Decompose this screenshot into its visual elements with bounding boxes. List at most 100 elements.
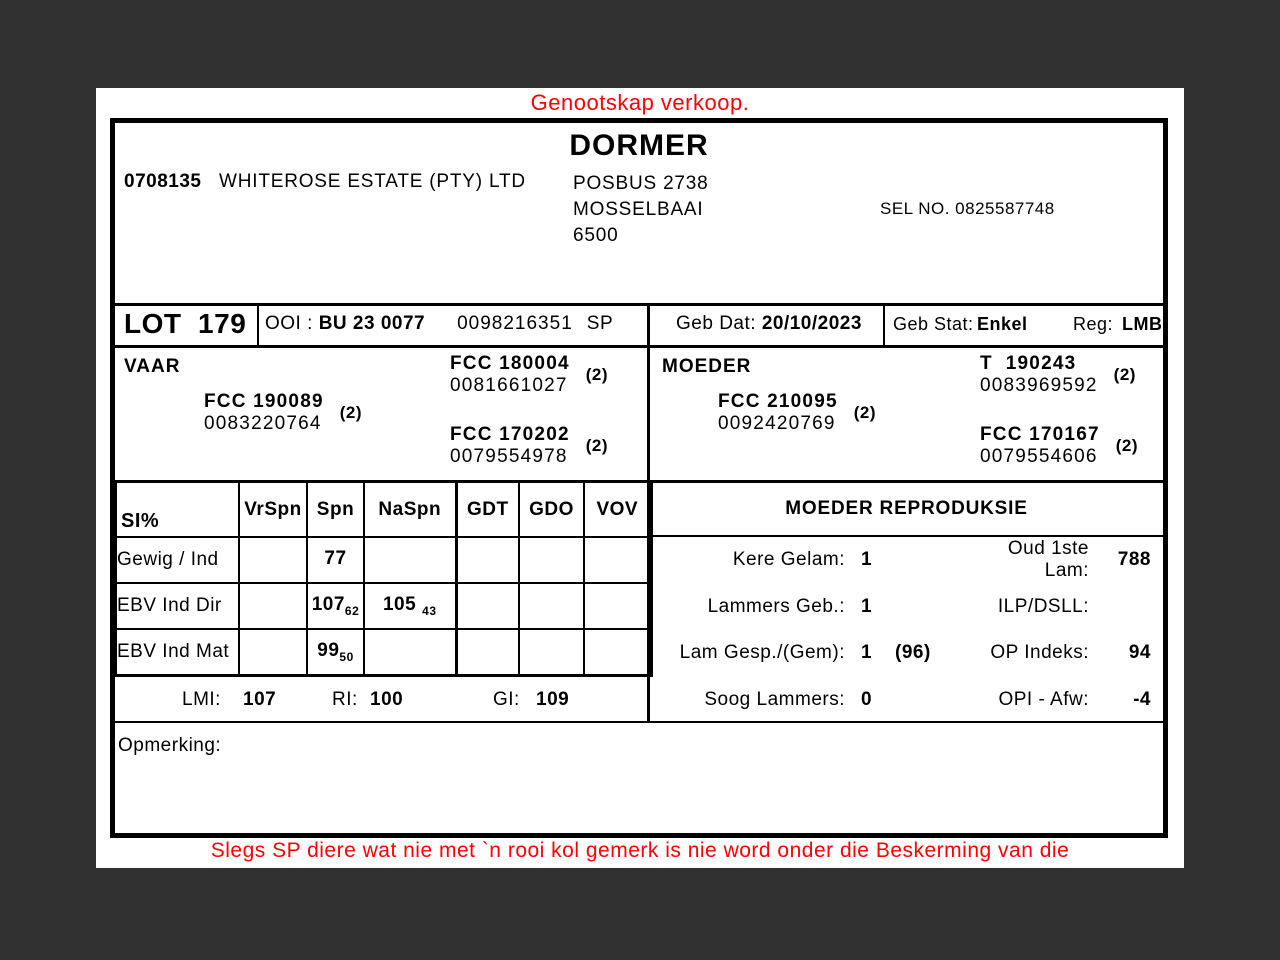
sex-label: OOI : xyxy=(265,313,319,334)
pedigree-dam-dam: FCC 170167 0079554606 (2) xyxy=(980,424,1138,468)
cell-spn: 10762 xyxy=(306,582,365,630)
reg-label: Reg: xyxy=(1073,314,1114,334)
reproduction-rows: Kere Gelam: 1 Oud 1ste Lam: 788 Lammers … xyxy=(650,537,1163,723)
repro-label-right: OP Indeks: xyxy=(990,642,1089,664)
repro-value-right: 788 xyxy=(1117,549,1151,571)
lot-row-divider-1 xyxy=(257,303,259,345)
birth-date-value: 20/10/2023 xyxy=(761,313,862,334)
col-header-si: SI% xyxy=(115,480,240,538)
row-label: Gewig / Ind xyxy=(115,536,240,584)
address-line-2: MOSSELBAAI xyxy=(573,199,704,220)
sire-multiple: (2) xyxy=(339,403,363,422)
ri-label: RI: xyxy=(332,689,358,710)
dam-dam-tag: FCC 170167 xyxy=(980,424,1100,445)
catalog-card: DORMER 0708135 WHITEROSE ESTATE (PTY) LT… xyxy=(110,118,1168,838)
cell-vov xyxy=(583,628,652,677)
dam-number: 0092420769 xyxy=(718,413,836,434)
repro-value-left-extra: (96) xyxy=(895,642,931,664)
gi-label: GI: xyxy=(493,689,520,710)
pedigree-sire-sire: FCC 180004 0081661027 (2) xyxy=(450,353,608,397)
reproduction-title: MOEDER REPRODUKSIE xyxy=(650,483,1163,537)
table-row: Gewig / Ind 77 xyxy=(115,536,652,584)
reproduction-row: Lammers Geb.: 1 ILP/DSLL: xyxy=(650,584,1163,631)
pedigree-sire-dam: FCC 170202 0079554978 (2) xyxy=(450,424,608,468)
repro-value-left: 1 xyxy=(861,642,873,664)
bottom-note: Slegs SP diere wat nie met `n rooi kol g… xyxy=(210,839,1070,862)
table-header-row: SI% VrSpn Spn NaSpn GDT GDO VOV xyxy=(115,480,652,538)
row-label: EBV Ind Dir xyxy=(115,582,240,630)
repro-label-left: Lammers Geb.: xyxy=(707,595,845,617)
pedigree-dam: FCC 210095 0092420769 (2) xyxy=(718,391,876,435)
sire-sire-number: 0081661027 xyxy=(450,375,568,396)
sire-sire-multiple: (2) xyxy=(585,365,609,384)
dam-sire-multiple: (2) xyxy=(1113,365,1136,384)
dam-multiple: (2) xyxy=(853,403,877,422)
animal-reg-number: 0098216351 xyxy=(457,313,573,334)
sire-tag: FCC 190089 xyxy=(204,391,324,412)
col-header-naspn: NaSpn xyxy=(363,480,457,538)
cell-number: SEL NO. 0825587748 xyxy=(880,199,1055,218)
sp-flag: SP xyxy=(586,313,614,334)
table-row: EBV Ind Dir 10762 105 43 xyxy=(115,582,652,630)
lmi-label: LMI: xyxy=(182,689,221,710)
col-header-spn: Spn xyxy=(306,480,365,538)
row-label: EBV Ind Mat xyxy=(115,628,240,677)
gi-value: 109 xyxy=(536,689,570,710)
cell-vov xyxy=(583,536,652,584)
cell-gdt xyxy=(454,536,520,584)
repro-label-left: Kere Gelam: xyxy=(732,549,845,571)
dam-dam-multiple: (2) xyxy=(1115,436,1139,455)
cell-gdo xyxy=(518,582,585,630)
divider-below-lot-row xyxy=(115,345,1163,348)
divider-above-lot-row xyxy=(115,303,1163,306)
repro-label-right: ILP/DSLL: xyxy=(997,595,1089,617)
repro-label-left: Soog Lammers: xyxy=(704,688,845,710)
cell-gdo xyxy=(518,628,585,677)
col-header-gdo: GDO xyxy=(518,480,585,538)
sire-dam-number: 0079554978 xyxy=(450,446,568,467)
pedigree-dam-sire: T 190243 0083969592 (2) xyxy=(980,353,1136,397)
table-row: EBV Ind Mat 9950 xyxy=(115,628,652,677)
sire-dam-multiple: (2) xyxy=(585,436,609,455)
cell-vrspn xyxy=(238,628,308,677)
cell-gdo xyxy=(518,536,585,584)
repro-value-right: 94 xyxy=(1128,642,1151,664)
dam-section-label: MOEDER xyxy=(662,356,752,377)
breeding-index-table: SI% VrSpn Spn NaSpn GDT GDO VOV Gewig / … xyxy=(115,480,653,677)
cell-naspn xyxy=(363,536,457,584)
repro-value-left: 1 xyxy=(861,549,873,571)
col-header-gdt: GDT xyxy=(454,480,520,538)
cell-vrspn xyxy=(238,582,308,630)
repro-label-right: Oud 1ste Lam: xyxy=(1007,538,1089,582)
cell-gdt xyxy=(454,628,520,677)
animal-id-group: OOI : BU 23 0077 0098216351 SP xyxy=(265,303,613,345)
lot-number: LOT 179 xyxy=(124,308,247,339)
document-page: Genootskap verkoop. DORMER 0708135 WHITE… xyxy=(96,88,1184,868)
dam-sire-tag: T 190243 xyxy=(980,353,1077,374)
owner-address: POSBUS 2738 MOSSELBAAI 6500 xyxy=(573,171,709,249)
breed-title: DORMER xyxy=(569,129,709,162)
lot-row-divider-2 xyxy=(883,303,885,345)
cell-spn: 77 xyxy=(306,536,365,584)
mother-reproduction-panel: MOEDER REPRODUKSIE Kere Gelam: 1 Oud 1st… xyxy=(650,480,1163,723)
index-summary-bar: LMI: 107 RI: 100 GI: 109 xyxy=(115,678,650,721)
animal-tag: BU 23 0077 xyxy=(318,313,426,334)
repro-value-left: 0 xyxy=(861,688,873,710)
top-note: Genootskap verkoop. xyxy=(530,90,750,115)
repro-value-left: 1 xyxy=(861,595,873,617)
dam-dam-number: 0079554606 xyxy=(980,446,1098,467)
repro-label-right: OPI - Afw: xyxy=(998,688,1089,710)
col-header-vov: VOV xyxy=(583,480,652,538)
birth-status-label: Geb Stat: xyxy=(893,314,974,334)
reproduction-row: Kere Gelam: 1 Oud 1ste Lam: 788 xyxy=(650,537,1163,584)
address-line-1: POSBUS 2738 xyxy=(573,173,709,194)
member-number: 0708135 xyxy=(124,171,202,192)
cell-naspn: 105 43 xyxy=(363,582,457,630)
cell-vrspn xyxy=(238,536,308,584)
divider-above-remark xyxy=(115,721,1163,723)
col-header-vrspn: VrSpn xyxy=(238,480,308,538)
birth-status-value: Enkel xyxy=(977,314,1028,334)
dam-sire-number: 0083969592 xyxy=(980,375,1098,396)
cell-vov xyxy=(583,582,652,630)
